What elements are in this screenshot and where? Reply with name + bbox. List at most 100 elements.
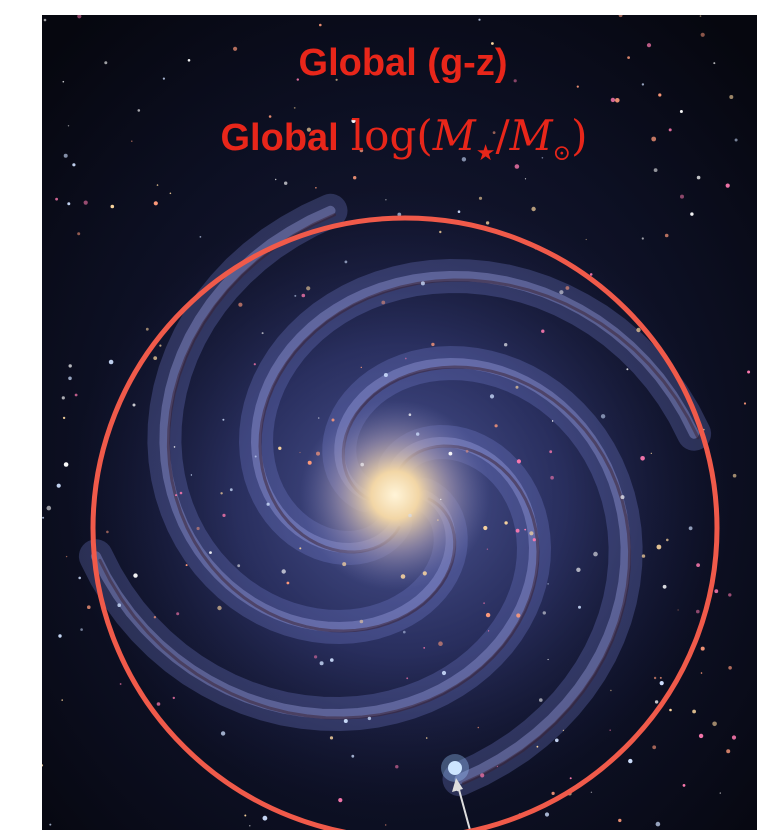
star <box>569 777 572 780</box>
star <box>145 327 149 331</box>
star <box>494 424 498 428</box>
star <box>262 815 268 821</box>
star <box>233 46 238 51</box>
star <box>106 530 109 534</box>
star <box>299 451 301 454</box>
star <box>480 773 485 778</box>
star <box>190 474 193 476</box>
star <box>492 131 496 135</box>
arrow-shaft <box>457 785 471 830</box>
star <box>296 78 299 81</box>
star <box>650 452 652 454</box>
star <box>400 574 406 579</box>
star <box>565 286 570 290</box>
star <box>420 281 425 286</box>
star <box>690 212 694 216</box>
star <box>726 749 731 754</box>
star <box>156 184 159 186</box>
star <box>315 187 317 189</box>
star <box>576 85 579 88</box>
star <box>653 676 657 680</box>
star <box>485 221 490 225</box>
star <box>332 139 334 141</box>
star <box>87 605 91 609</box>
star <box>153 616 157 619</box>
star <box>104 61 108 65</box>
star <box>185 564 188 567</box>
star <box>692 709 696 714</box>
star <box>63 153 68 158</box>
star <box>457 210 461 213</box>
star <box>162 77 165 80</box>
star <box>209 551 212 554</box>
star <box>423 647 426 649</box>
star <box>465 449 469 453</box>
star <box>547 583 549 585</box>
star <box>696 563 700 567</box>
star <box>176 612 180 616</box>
star <box>342 562 347 567</box>
star <box>286 581 290 585</box>
star <box>539 698 543 702</box>
star <box>137 109 141 112</box>
star <box>172 696 175 700</box>
star <box>440 498 442 500</box>
star <box>641 237 644 240</box>
star <box>261 332 264 335</box>
star <box>253 363 256 366</box>
star <box>515 528 520 533</box>
star <box>431 342 435 347</box>
star <box>153 201 158 206</box>
star <box>679 110 683 113</box>
star <box>652 745 657 750</box>
star <box>222 513 226 518</box>
star <box>237 564 241 568</box>
star <box>63 462 69 467</box>
star <box>408 513 412 518</box>
star <box>254 455 257 458</box>
star <box>351 754 355 758</box>
star <box>266 502 270 506</box>
star <box>249 825 251 827</box>
star <box>496 765 498 768</box>
star <box>448 451 453 456</box>
star <box>83 200 88 205</box>
star <box>56 483 61 488</box>
star <box>317 417 320 419</box>
star <box>46 505 52 511</box>
star <box>725 183 730 188</box>
galaxy-core <box>300 400 490 590</box>
star <box>77 15 82 19</box>
star <box>576 567 581 572</box>
star <box>641 83 645 86</box>
star <box>68 364 72 368</box>
star <box>585 238 587 241</box>
star <box>461 157 467 162</box>
star <box>68 376 72 381</box>
star <box>662 584 667 589</box>
star <box>532 538 536 542</box>
star <box>307 460 312 465</box>
star <box>698 733 704 739</box>
star <box>626 368 629 371</box>
star <box>278 446 282 450</box>
star <box>488 630 490 632</box>
star <box>220 492 223 495</box>
star <box>728 593 732 597</box>
star <box>655 821 661 827</box>
star <box>641 554 646 558</box>
star <box>712 721 717 727</box>
star <box>299 547 302 550</box>
math-m1: M <box>432 111 477 160</box>
star <box>666 538 669 542</box>
star <box>651 136 657 142</box>
math-m2: M <box>509 111 554 160</box>
star <box>541 157 544 159</box>
star <box>600 414 606 419</box>
star <box>153 356 158 360</box>
star <box>734 138 738 142</box>
star <box>42 764 44 767</box>
star <box>699 15 702 17</box>
star <box>620 495 625 500</box>
star <box>439 230 442 234</box>
